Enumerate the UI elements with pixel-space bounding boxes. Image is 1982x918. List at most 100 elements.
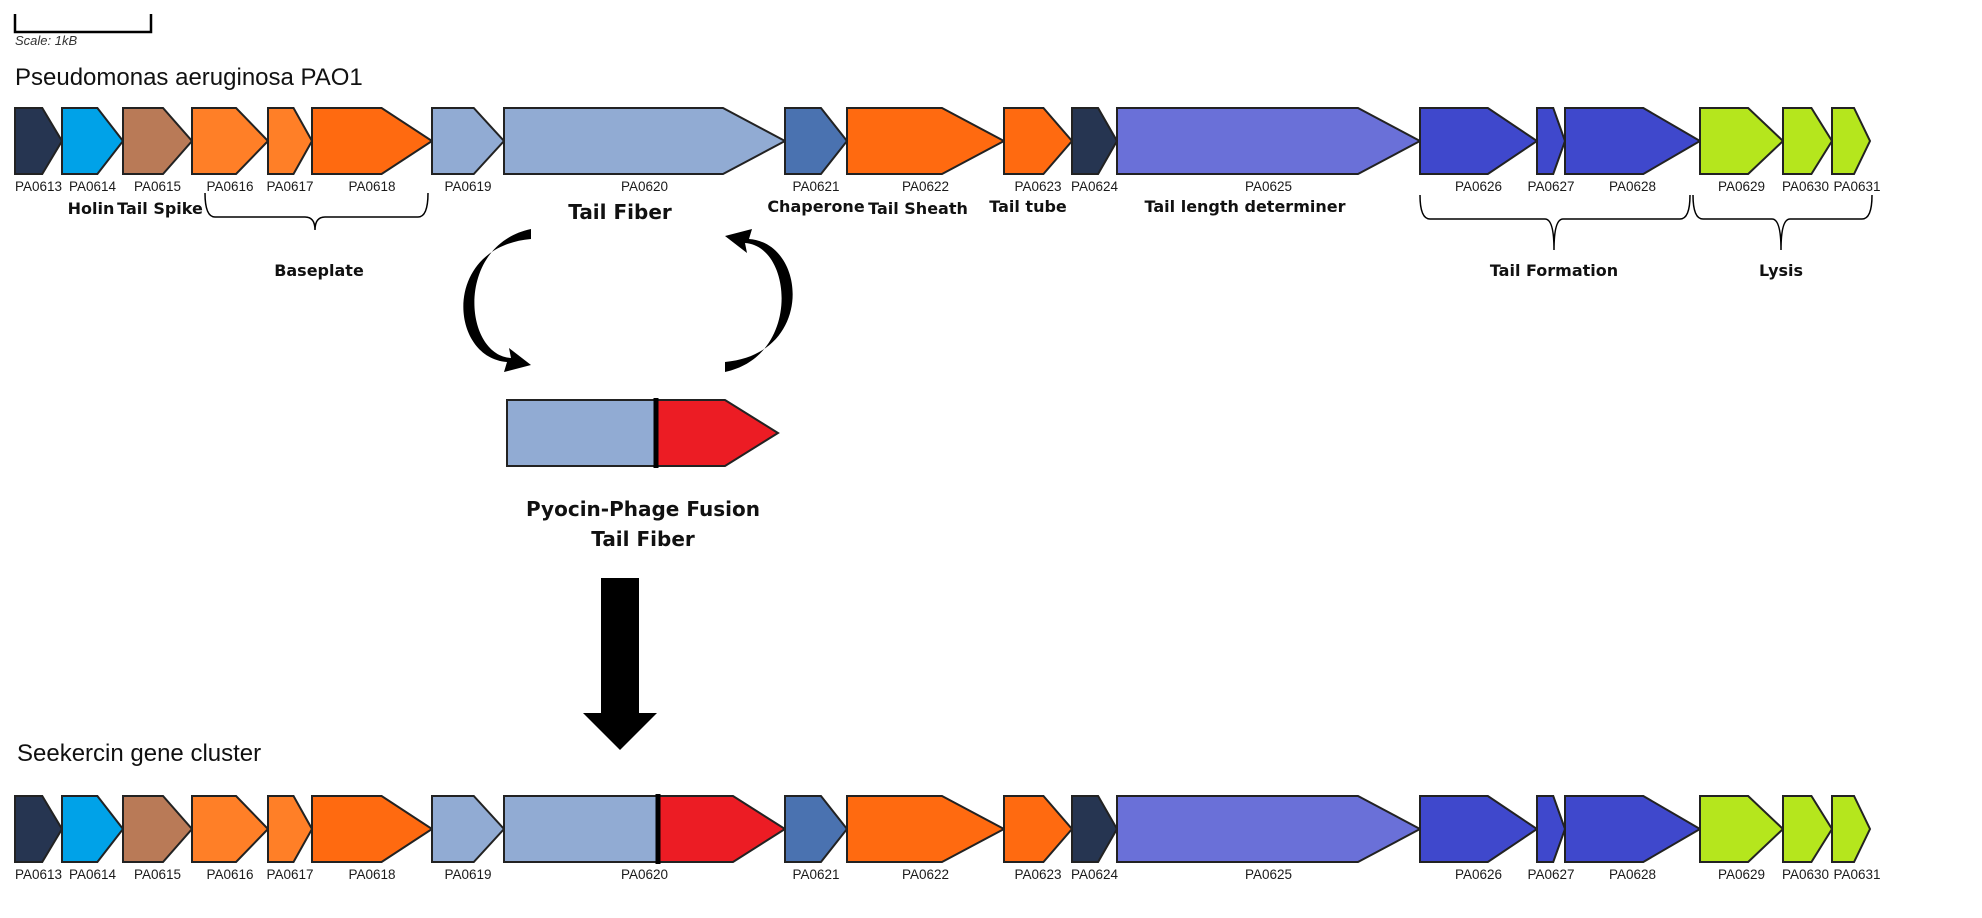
row2-title: Seekercin gene cluster bbox=[17, 740, 261, 767]
gene-pa0628: PA0628 bbox=[1564, 107, 1702, 194]
gene-pa0629: PA0629 bbox=[1699, 795, 1785, 882]
gene-pa0618: PA0618 bbox=[311, 795, 434, 882]
curved-arrow-left-icon bbox=[463, 229, 531, 372]
gene-label: PA0623 bbox=[1014, 179, 1061, 194]
gene-label: PA0627 bbox=[1527, 867, 1574, 882]
gene-label: PA0622 bbox=[902, 867, 949, 882]
gene-label: PA0614 bbox=[69, 179, 117, 194]
gene-pa0623: PA0623 bbox=[1003, 107, 1074, 194]
gene-label: PA0629 bbox=[1718, 867, 1765, 882]
label-tail-tube: Tail tube bbox=[989, 197, 1067, 216]
gene-pa0620: PA0620 bbox=[503, 794, 787, 882]
gene-label: PA0617 bbox=[266, 867, 313, 882]
gene-label: PA0616 bbox=[206, 179, 253, 194]
gene-pa0615: PA0615 bbox=[122, 795, 194, 882]
label-tail-formation: Tail Formation bbox=[1490, 261, 1618, 280]
gene-pa0613: PA0613 bbox=[14, 795, 64, 882]
gene-label: PA0618 bbox=[348, 867, 395, 882]
gene-label: PA0622 bbox=[902, 179, 949, 194]
label-lysis: Lysis bbox=[1759, 261, 1803, 280]
gene-pa0625: PA0625 bbox=[1116, 795, 1423, 882]
gene-label: PA0629 bbox=[1718, 179, 1765, 194]
gene-pa0621: PA0621 bbox=[784, 795, 849, 882]
label-tail-spike: Tail Spike bbox=[117, 199, 203, 218]
gene-pa0623: PA0623 bbox=[1003, 795, 1074, 882]
gene-label: PA0620 bbox=[621, 179, 668, 194]
gene-pa0614: PA0614 bbox=[61, 107, 125, 194]
gene-pa0619: PA0619 bbox=[431, 795, 506, 882]
gene-label: PA0626 bbox=[1455, 867, 1502, 882]
gene-label: PA0618 bbox=[348, 179, 395, 194]
gene-label: PA0616 bbox=[206, 867, 253, 882]
curved-arrow-right-icon bbox=[725, 229, 793, 372]
fusion-label-line1: Pyocin-Phage Fusion bbox=[526, 497, 760, 521]
gene-label: PA0615 bbox=[134, 867, 181, 882]
gene-pa0631: PA0631 bbox=[1831, 795, 1881, 882]
gene-pa0629: PA0629 bbox=[1699, 107, 1785, 194]
gene-label: PA0623 bbox=[1014, 867, 1061, 882]
gene-label: PA0621 bbox=[792, 867, 839, 882]
label-chaperone: Chaperone bbox=[767, 197, 865, 216]
gene-pa0617: PA0617 bbox=[266, 107, 314, 194]
gene-pa0628: PA0628 bbox=[1564, 795, 1702, 882]
label-baseplate: Baseplate bbox=[274, 261, 364, 280]
gene-pa0630: PA0630 bbox=[1782, 107, 1834, 194]
gene-label: PA0625 bbox=[1245, 867, 1292, 882]
gene-label: PA0627 bbox=[1527, 179, 1574, 194]
gene-pa0624: PA0624 bbox=[1071, 795, 1119, 882]
gene-label: PA0626 bbox=[1455, 179, 1502, 194]
scale-bar: Scale: 1kB bbox=[13, 14, 153, 48]
gene-pa0618: PA0618 bbox=[311, 107, 434, 194]
gene-label: PA0617 bbox=[266, 179, 313, 194]
tail-formation-bracket: Tail Formation bbox=[1419, 194, 1691, 280]
gene-label: PA0624 bbox=[1071, 179, 1119, 194]
gene-pa0626: PA0626 bbox=[1419, 107, 1539, 194]
lysis-bracket: Lysis bbox=[1692, 194, 1873, 280]
gene-pa0625: PA0625 bbox=[1116, 107, 1423, 194]
row2-gene-track: PA0613 PA0614 PA0615 PA0616 PA0617 PA0618 PA06… bbox=[14, 794, 1881, 882]
gene-pa0620: PA0620 bbox=[503, 107, 788, 194]
gene-pa0614: PA0614 bbox=[61, 795, 125, 882]
label-holin: Holin bbox=[68, 199, 115, 218]
gene-label: PA0630 bbox=[1782, 179, 1829, 194]
gene-label: PA0628 bbox=[1609, 867, 1656, 882]
gene-pa0616: PA0616 bbox=[191, 795, 270, 882]
gene-label: PA0621 bbox=[792, 179, 839, 194]
gene-label: PA0615 bbox=[134, 179, 181, 194]
gene-label: PA0630 bbox=[1782, 867, 1829, 882]
gene-label: PA0631 bbox=[1833, 179, 1880, 194]
fusion-label-line2: Tail Fiber bbox=[591, 527, 695, 551]
gene-label: PA0619 bbox=[444, 867, 491, 882]
row1-gene-track: PA0613 PA0614 PA0615 PA0616 PA0617 PA0618 PA06… bbox=[14, 107, 1881, 194]
gene-pa0621: PA0621 bbox=[784, 107, 849, 194]
row1-title: Pseudomonas aeruginosa PAO1 bbox=[15, 64, 363, 91]
gene-pa0627: PA0627 bbox=[1527, 795, 1575, 882]
label-tail-fiber: Tail Fiber bbox=[568, 200, 672, 224]
gene-pa0616: PA0616 bbox=[191, 107, 270, 194]
gene-pa0630: PA0630 bbox=[1782, 795, 1834, 882]
gene-label: PA0631 bbox=[1833, 867, 1880, 882]
label-tail-length-determiner: Tail length determiner bbox=[1145, 197, 1346, 216]
gene-pa0613: PA0613 bbox=[14, 107, 64, 194]
label-tail-sheath: Tail Sheath bbox=[868, 199, 968, 218]
gene-label: PA0613 bbox=[15, 179, 62, 194]
gene-pa0615: PA0615 bbox=[122, 107, 194, 194]
fusion-pyocin-segment bbox=[506, 399, 656, 467]
gene-pa0622: PA0622 bbox=[846, 107, 1007, 194]
gene-pa0619: PA0619 bbox=[431, 107, 506, 194]
gene-pa0617: PA0617 bbox=[266, 795, 314, 882]
gene-pa0631: PA0631 bbox=[1831, 107, 1881, 194]
fusion-phage-segment bbox=[654, 399, 780, 467]
gene-label: PA0613 bbox=[15, 867, 62, 882]
gene-pa0624: PA0624 bbox=[1071, 107, 1119, 194]
gene-label: PA0624 bbox=[1071, 867, 1119, 882]
baseplate-bracket: Baseplate bbox=[204, 192, 429, 280]
gene-pa0622: PA0622 bbox=[846, 795, 1007, 882]
gene-label: PA0619 bbox=[444, 179, 491, 194]
scale-label: Scale: 1kB bbox=[15, 33, 77, 48]
gene-label: PA0620 bbox=[621, 867, 668, 882]
gene-label: PA0625 bbox=[1245, 179, 1292, 194]
gene-pa0627: PA0627 bbox=[1527, 107, 1575, 194]
gene-pa0626: PA0626 bbox=[1419, 795, 1539, 882]
